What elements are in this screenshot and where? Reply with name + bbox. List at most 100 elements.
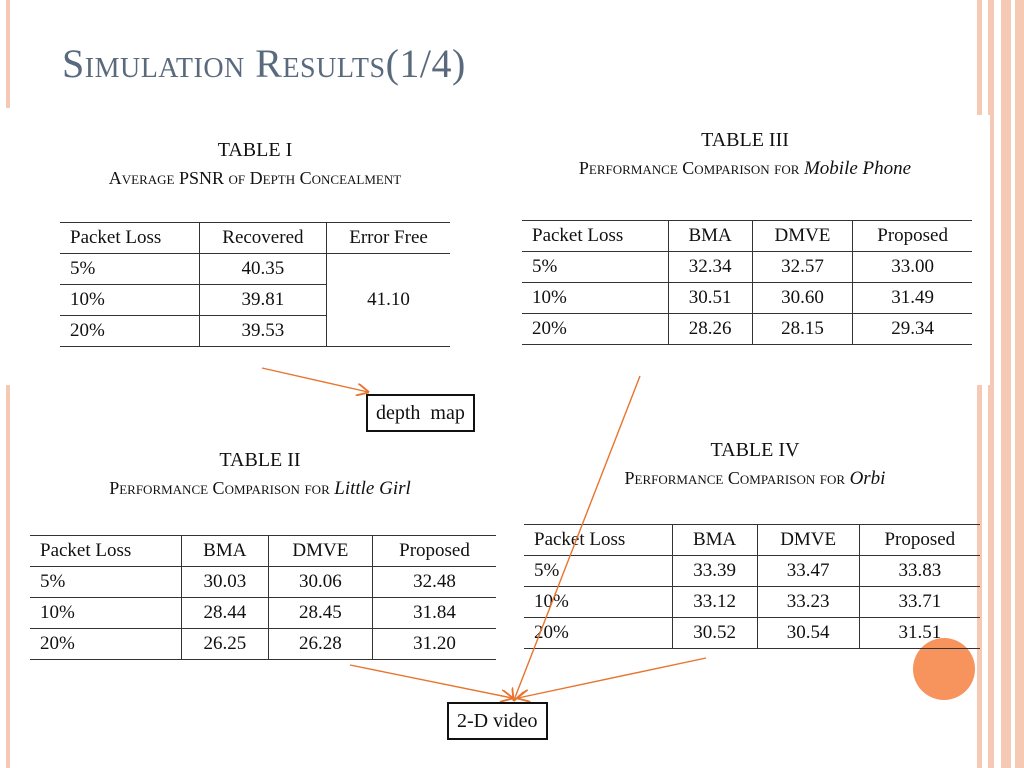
table-2-header-cell: Proposed bbox=[371, 535, 496, 567]
table-cell: 5% bbox=[522, 251, 669, 283]
table-1-error-free-value: 41.10 bbox=[326, 253, 450, 347]
table-4: Packet Loss BMA DMVE Proposed 5% 33.39 3… bbox=[524, 524, 980, 649]
table-row: 10% 30.51 30.60 31.49 bbox=[522, 282, 972, 314]
table-3-subcaption-text: Performance Comparison for bbox=[578, 158, 800, 178]
table-cell: 31.49 bbox=[852, 282, 972, 314]
slide-title: Simulation Results(1/4) bbox=[62, 41, 466, 86]
table-cell: 33.12 bbox=[671, 586, 758, 618]
table-row: 20% 39.53 bbox=[60, 315, 450, 347]
table-4-subcaption-text: Performance Comparison for bbox=[624, 468, 846, 488]
table-cell: 26.25 bbox=[180, 628, 269, 660]
table-row: 20% 30.52 30.54 31.51 bbox=[524, 617, 980, 649]
table-3-header-cell: Packet Loss bbox=[522, 220, 669, 252]
table-3-subject: Mobile Phone bbox=[803, 158, 912, 179]
table-2-subcaption-text: Performance Comparison for bbox=[109, 478, 330, 498]
table-cell: 33.39 bbox=[671, 555, 758, 587]
table-1-header-cell: Error Free bbox=[326, 222, 450, 254]
table-row: 5% 32.34 32.57 33.00 bbox=[522, 251, 972, 283]
table-3-header-cell: Proposed bbox=[852, 220, 972, 252]
arrow-table1-to-depth-map bbox=[261, 367, 368, 392]
table-cell: 20% bbox=[60, 315, 200, 347]
table-cell: 32.57 bbox=[751, 251, 853, 283]
decor-stripe-left-top bbox=[6, 0, 10, 108]
table-cell: 5% bbox=[60, 253, 200, 285]
table-1-header-cell: Recovered bbox=[198, 222, 327, 254]
table-cell: 30.52 bbox=[671, 617, 758, 649]
table-3: Packet Loss BMA DMVE Proposed 5% 32.34 3… bbox=[522, 220, 972, 345]
table-4-header-cell: Packet Loss bbox=[524, 524, 673, 556]
2d-video-label: 2-D video bbox=[447, 702, 548, 740]
table-4-header-cell: BMA bbox=[671, 524, 758, 556]
table-cell: 28.26 bbox=[667, 313, 753, 345]
table-cell: 28.44 bbox=[180, 597, 269, 629]
table-4-header-row: Packet Loss BMA DMVE Proposed bbox=[524, 524, 980, 556]
table-cell: 29.34 bbox=[852, 313, 972, 345]
table-2-header-cell: BMA bbox=[180, 535, 269, 567]
table-2-header-cell: Packet Loss bbox=[30, 535, 182, 567]
table-cell: 31.20 bbox=[371, 628, 496, 660]
table-1-caption-block: TABLE I Average PSNR of Depth Concealmen… bbox=[40, 138, 470, 190]
table-cell: 5% bbox=[524, 555, 673, 587]
table-cell: 10% bbox=[60, 284, 200, 316]
table-cell: 10% bbox=[522, 282, 669, 314]
table-cell: 28.45 bbox=[267, 597, 373, 629]
table-cell: 33.83 bbox=[858, 555, 980, 587]
decor-stripe-right-1 bbox=[977, 0, 982, 120]
table-row: 5% 33.39 33.47 33.83 bbox=[524, 555, 980, 587]
table-3-header-cell: BMA bbox=[667, 220, 753, 252]
table-row: 10% 33.12 33.23 33.71 bbox=[524, 586, 980, 618]
decor-stripe-left-bottom bbox=[6, 385, 10, 768]
table-cell: 40.35 bbox=[198, 253, 327, 285]
table-cell: 30.06 bbox=[267, 566, 373, 598]
table-cell: 26.28 bbox=[267, 628, 373, 660]
table-4-subject: Orbi bbox=[849, 468, 886, 489]
table-cell: 32.48 bbox=[371, 566, 496, 598]
table-3-subcaption: Performance Comparison for Mobile Phone bbox=[500, 158, 990, 181]
decor-stripe-right-4 bbox=[1015, 0, 1024, 768]
table-2-caption-block: TABLE II Performance Comparison for Litt… bbox=[20, 448, 500, 501]
table-2-header-cell: DMVE bbox=[267, 535, 373, 567]
arrow-table3-to-2d-video bbox=[514, 375, 641, 700]
table-1-subcaption: Average PSNR of Depth Concealment bbox=[108, 168, 402, 188]
table-cell: 31.84 bbox=[371, 597, 496, 629]
arrow-table2-to-2d-video bbox=[349, 664, 512, 698]
table-row: 5% 40.35 41.10 bbox=[60, 253, 450, 347]
table-cell: 30.54 bbox=[756, 617, 860, 649]
table-cell: 32.34 bbox=[667, 251, 753, 283]
table-cell: 30.03 bbox=[180, 566, 269, 598]
table-1-header-cell: Packet Loss bbox=[60, 222, 200, 254]
depth-map-label: depth map bbox=[366, 394, 475, 432]
arrow-table4-to-2d-video bbox=[518, 657, 707, 698]
table-cell: 33.47 bbox=[756, 555, 860, 587]
table-cell: 20% bbox=[524, 617, 673, 649]
table-1-header-row: Packet Loss Recovered Error Free bbox=[60, 222, 450, 254]
table-cell: 30.51 bbox=[667, 282, 753, 314]
table-1-caption: TABLE I bbox=[217, 139, 293, 161]
decor-stripe-right-2 bbox=[988, 0, 994, 768]
table-2-header-row: Packet Loss BMA DMVE Proposed bbox=[30, 535, 496, 567]
table-row: 10% 28.44 28.45 31.84 bbox=[30, 597, 496, 629]
table-4-caption: TABLE IV bbox=[710, 439, 800, 461]
table-4-header-cell: DMVE bbox=[756, 524, 860, 556]
table-2-subcaption: Performance Comparison for Little Girl bbox=[20, 478, 500, 501]
table-cell: 33.71 bbox=[858, 586, 980, 618]
table-cell: 30.60 bbox=[751, 282, 853, 314]
table-2-subject: Little Girl bbox=[334, 478, 411, 499]
table-row: 10% 39.81 bbox=[60, 284, 450, 316]
table-cell: 5% bbox=[30, 566, 182, 598]
table-2-caption: TABLE II bbox=[219, 449, 301, 471]
decor-stripe-right-3 bbox=[1001, 0, 1011, 768]
table-cell: 20% bbox=[30, 628, 182, 660]
table-cell: 33.00 bbox=[852, 251, 972, 283]
table-3-caption: TABLE III bbox=[701, 129, 789, 151]
table-4-caption-block: TABLE IV Performance Comparison for Orbi bbox=[520, 438, 990, 491]
table-3-caption-block: TABLE III Performance Comparison for Mob… bbox=[500, 128, 990, 181]
table-4-header-cell: Proposed bbox=[858, 524, 980, 556]
table-row: 5% 30.03 30.06 32.48 bbox=[30, 566, 496, 598]
table-cell: 20% bbox=[522, 313, 669, 345]
table-cell: 39.81 bbox=[198, 284, 327, 316]
table-cell: 28.15 bbox=[751, 313, 853, 345]
table-cell: 33.23 bbox=[756, 586, 860, 618]
table-cell: 31.51 bbox=[858, 617, 980, 649]
